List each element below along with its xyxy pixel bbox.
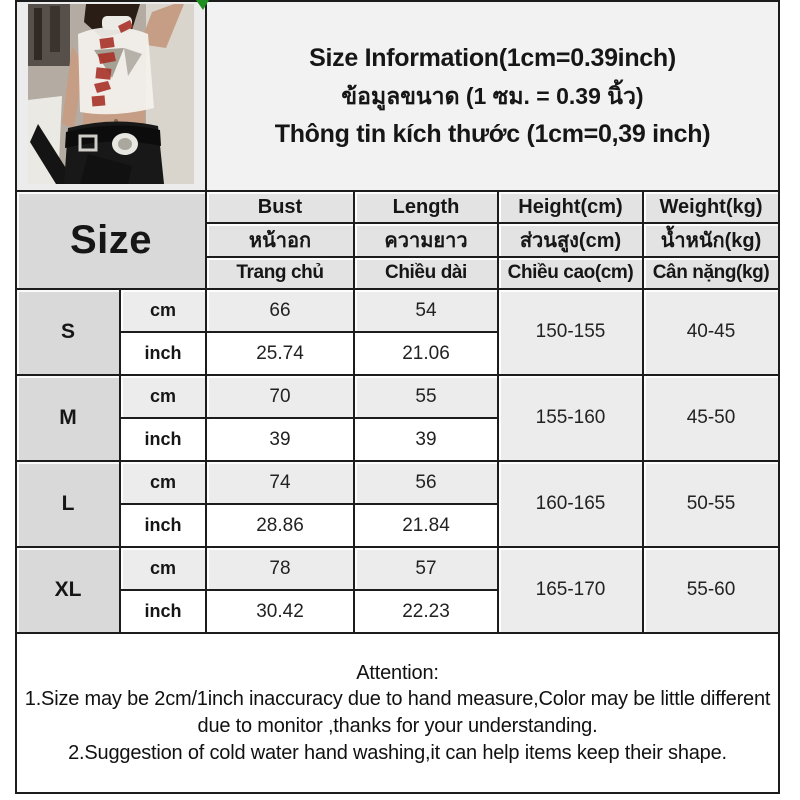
bust-inch-s: 25.74 <box>205 331 355 376</box>
size-label-xl: XL <box>15 546 121 634</box>
col-header-bust-th: หน้าอก <box>205 222 355 258</box>
size-row-xl-cm: XL cm 78 57 165-170 55-60 <box>15 546 781 634</box>
header-banner-row: Size Information(1cm=0.39inch) ข้อมูลขนา… <box>15 0 781 192</box>
unit-cm-label: cm <box>119 374 207 419</box>
size-row-s-cm: S cm 66 54 150-155 40-45 <box>15 288 781 376</box>
bust-cm-s: 66 <box>205 288 355 333</box>
unit-inch-label: inch <box>119 417 207 462</box>
shirt-red-lettering <box>91 19 133 107</box>
length-inch-s: 21.06 <box>353 331 499 376</box>
size-row-l-cm: L cm 74 56 160-165 50-55 <box>15 460 781 548</box>
size-row-xl-inch: inch 30.42 22.23 <box>16 589 779 634</box>
size-row-s-inch: inch 25.74 21.06 <box>16 331 779 376</box>
attention-heading: Attention: <box>356 661 439 684</box>
length-inch-xl: 22.23 <box>353 589 499 634</box>
height-range-l: 160-165 <box>497 460 644 548</box>
col-header-bust-vi: Trang chủ <box>205 256 355 290</box>
attention-note-1: 1.Size may be 2cm/1inch inaccuracy due t… <box>24 688 771 737</box>
bust-inch-xl: 30.42 <box>205 589 355 634</box>
title-vietnamese: Thông tin kích thước (1cm=0,39 inch) <box>274 120 711 148</box>
length-cm-l: 56 <box>353 460 499 505</box>
size-corner-label: Size <box>15 190 207 290</box>
unit-inch-label: inch <box>119 589 207 634</box>
col-header-length-th: ความยาว <box>353 222 499 258</box>
attention-row: Attention: 1.Size may be 2cm/1inch inacc… <box>14 632 781 794</box>
height-range-m: 155-160 <box>497 374 644 462</box>
product-photo <box>28 3 194 184</box>
size-information-table: Size Information(1cm=0.39inch) ข้อมูลขนา… <box>14 0 781 794</box>
col-header-weight-th: น้ำหนัก(kg) <box>641 222 781 258</box>
size-row-l-inch: inch 28.86 21.84 <box>16 503 779 548</box>
size-label-s: S <box>15 288 121 376</box>
height-range-xl: 165-170 <box>497 546 644 634</box>
col-header-weight-en: Weight(kg) <box>641 190 781 224</box>
header-row-thai: หน้าอก ความยาว ส่วนสูง(cm) น้ำหนัก(kg) <box>16 222 781 258</box>
bust-inch-m: 39 <box>205 417 355 462</box>
weight-range-l: 50-55 <box>641 460 781 548</box>
bust-cm-l: 74 <box>205 460 355 505</box>
size-row-m-cm: M cm 70 55 155-160 45-50 <box>15 374 781 462</box>
col-header-height-th: ส่วนสูง(cm) <box>497 222 644 258</box>
weight-range-m: 45-50 <box>641 374 781 462</box>
col-header-weight-vi: Cân nặng(kg) <box>641 256 781 290</box>
unit-cm-label: cm <box>119 546 207 591</box>
size-label-m: M <box>15 374 121 462</box>
title-thai: ข้อมูลขนาด (1 ซม. = 0.39 นิ้ว) <box>341 83 644 109</box>
header-row-vietnamese: Trang chủ Chiều dài Chiều cao(cm) Cân nặ… <box>16 256 781 290</box>
product-photo-illustration <box>28 3 194 184</box>
unit-inch-label: inch <box>119 331 207 376</box>
attention-notes: Attention: 1.Size may be 2cm/1inch inacc… <box>14 632 781 794</box>
weight-range-xl: 55-60 <box>641 546 781 634</box>
size-information-title: Size Information(1cm=0.39inch) ข้อมูลขนา… <box>204 0 781 192</box>
attention-note-2: 2.Suggestion of cold water hand washing,… <box>68 741 727 764</box>
col-header-length-en: Length <box>353 190 499 224</box>
height-range-s: 150-155 <box>497 288 644 376</box>
size-label-l: L <box>15 460 121 548</box>
header-row-english: Size Bust Length Height(cm) Weight(kg) <box>15 190 781 290</box>
size-row-m-inch: inch 39 39 <box>16 417 779 462</box>
unit-inch-label: inch <box>119 503 207 548</box>
col-header-height-vi: Chiều cao(cm) <box>497 256 644 290</box>
unit-cm-label: cm <box>119 288 207 333</box>
col-header-length-vi: Chiều dài <box>353 256 499 290</box>
bust-cm-m: 70 <box>205 374 355 419</box>
length-inch-m: 39 <box>353 417 499 462</box>
length-cm-xl: 57 <box>353 546 499 591</box>
length-inch-l: 21.84 <box>353 503 499 548</box>
title-english: Size Information(1cm=0.39inch) <box>309 44 676 72</box>
bust-inch-l: 28.86 <box>205 503 355 548</box>
weight-range-s: 40-45 <box>641 288 781 376</box>
product-photo-cell <box>15 0 207 192</box>
green-artifact-mark <box>196 0 209 10</box>
length-cm-s: 54 <box>353 288 499 333</box>
col-header-bust-en: Bust <box>205 190 355 224</box>
col-header-height-en: Height(cm) <box>497 190 644 224</box>
unit-cm-label: cm <box>119 460 207 505</box>
length-cm-m: 55 <box>353 374 499 419</box>
bust-cm-xl: 78 <box>205 546 355 591</box>
